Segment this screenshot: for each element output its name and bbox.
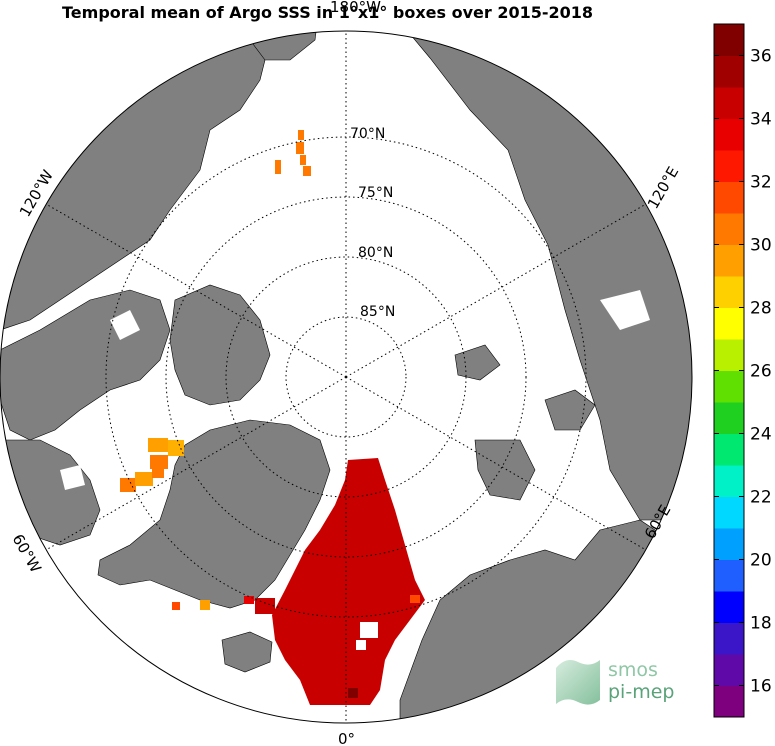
colorbar-band: [714, 622, 744, 655]
colorbar-tick-label: 18: [750, 614, 772, 634]
colorbar-tick-label: 34: [750, 110, 772, 130]
colorbar-band: [714, 213, 744, 245]
colorbar-band: [714, 150, 744, 182]
logo-text-pimep: pi-mep: [608, 681, 674, 703]
colorbar-band: [714, 87, 744, 119]
lat-circle-80: [225, 256, 467, 498]
colorbar-ticks: 16 18 20 22 24 26 28 30 32 34 36: [714, 47, 772, 697]
lon-label-top: 180°W: [330, 0, 381, 16]
colorbar-tick-label: 32: [750, 173, 772, 193]
colorbar: 16 18 20 22 24 26 28 30 32 34 36: [713, 23, 772, 718]
land-svalbard: [474, 439, 536, 501]
map-title: Temporal mean of Argo SSS in 1°x1° boxes…: [62, 3, 593, 22]
lon-label-upper-right: 120°E: [644, 164, 682, 212]
colorbar-tick-label: 36: [750, 47, 772, 67]
land-greenland: [97, 419, 331, 609]
colorbar-tick-label: 30: [750, 236, 772, 256]
lat-label-80: 80°N: [358, 245, 393, 261]
colorbar-tick-label: 16: [750, 677, 772, 697]
colorbar-band: [714, 55, 744, 88]
smos-pimep-logo: smos pi-mep: [556, 659, 674, 705]
colorbar-band: [714, 339, 744, 371]
land-novaya-zemlya: [544, 389, 596, 431]
land-iceland: [221, 631, 273, 673]
sss-beaufort: [298, 130, 304, 140]
land-details: [60, 290, 650, 490]
map-border: [0, 30, 693, 724]
logo-text-smos: smos: [608, 659, 658, 681]
colorbar-band: [714, 685, 744, 718]
sss-nordic-seas: [272, 458, 425, 705]
colorbar-band: [714, 181, 744, 214]
land-ellesmere: [169, 284, 271, 406]
colorbar-band: [714, 465, 744, 497]
colorbar-band: [714, 402, 744, 434]
lat-label-70: 70°N: [350, 126, 385, 142]
colorbar-band: [714, 276, 744, 308]
colorbar-tick-label: 20: [750, 551, 772, 571]
sss-baffin: [148, 438, 168, 452]
colorbar-band: [714, 307, 744, 340]
colorbar-band: [714, 24, 744, 56]
colorbar-band: [714, 118, 744, 151]
colorbar-bands: [714, 24, 744, 718]
colorbar-tick-label: 22: [750, 488, 772, 508]
colorbar-band: [714, 654, 744, 686]
colorbar-tick-label: 26: [750, 362, 772, 382]
lon-label-bottom: 0°: [338, 730, 355, 746]
colorbar-band: [714, 591, 744, 623]
sss-data-cells: [120, 130, 425, 705]
meridians: [45, 31, 647, 723]
colorbar-band: [714, 559, 744, 592]
colorbar-tick-label: 24: [750, 425, 772, 445]
logo-waves-icon: [556, 660, 600, 705]
colorbar-band: [714, 244, 744, 277]
lat-label-75: 75°N: [358, 185, 393, 201]
colorbar-band: [714, 528, 744, 560]
lat-label-85: 85°N: [360, 304, 395, 320]
colorbar-band: [714, 370, 744, 403]
lat-circle-75: [165, 196, 527, 558]
colorbar-band: [714, 496, 744, 529]
colorbar-band: [714, 433, 744, 466]
lat-circle-85: [285, 316, 407, 438]
colorbar-tick-label: 28: [750, 299, 772, 319]
